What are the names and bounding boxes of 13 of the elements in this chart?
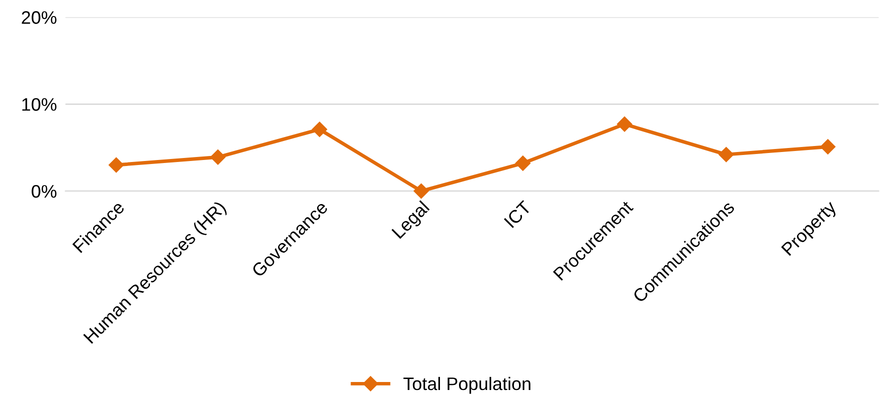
y-tick-label: 10% bbox=[22, 98, 56, 111]
point bbox=[820, 139, 836, 154]
point bbox=[414, 183, 429, 199]
x-tick-label: ICT bbox=[504, 200, 532, 228]
legend-label: Total Population bbox=[403, 376, 530, 394]
point bbox=[718, 146, 734, 162]
point bbox=[210, 150, 226, 165]
y-tick-label: 20% bbox=[22, 11, 56, 24]
point bbox=[515, 156, 530, 171]
y-tick-label: 0% bbox=[32, 184, 56, 198]
point bbox=[312, 122, 328, 137]
point bbox=[108, 157, 124, 173]
point bbox=[616, 116, 632, 132]
